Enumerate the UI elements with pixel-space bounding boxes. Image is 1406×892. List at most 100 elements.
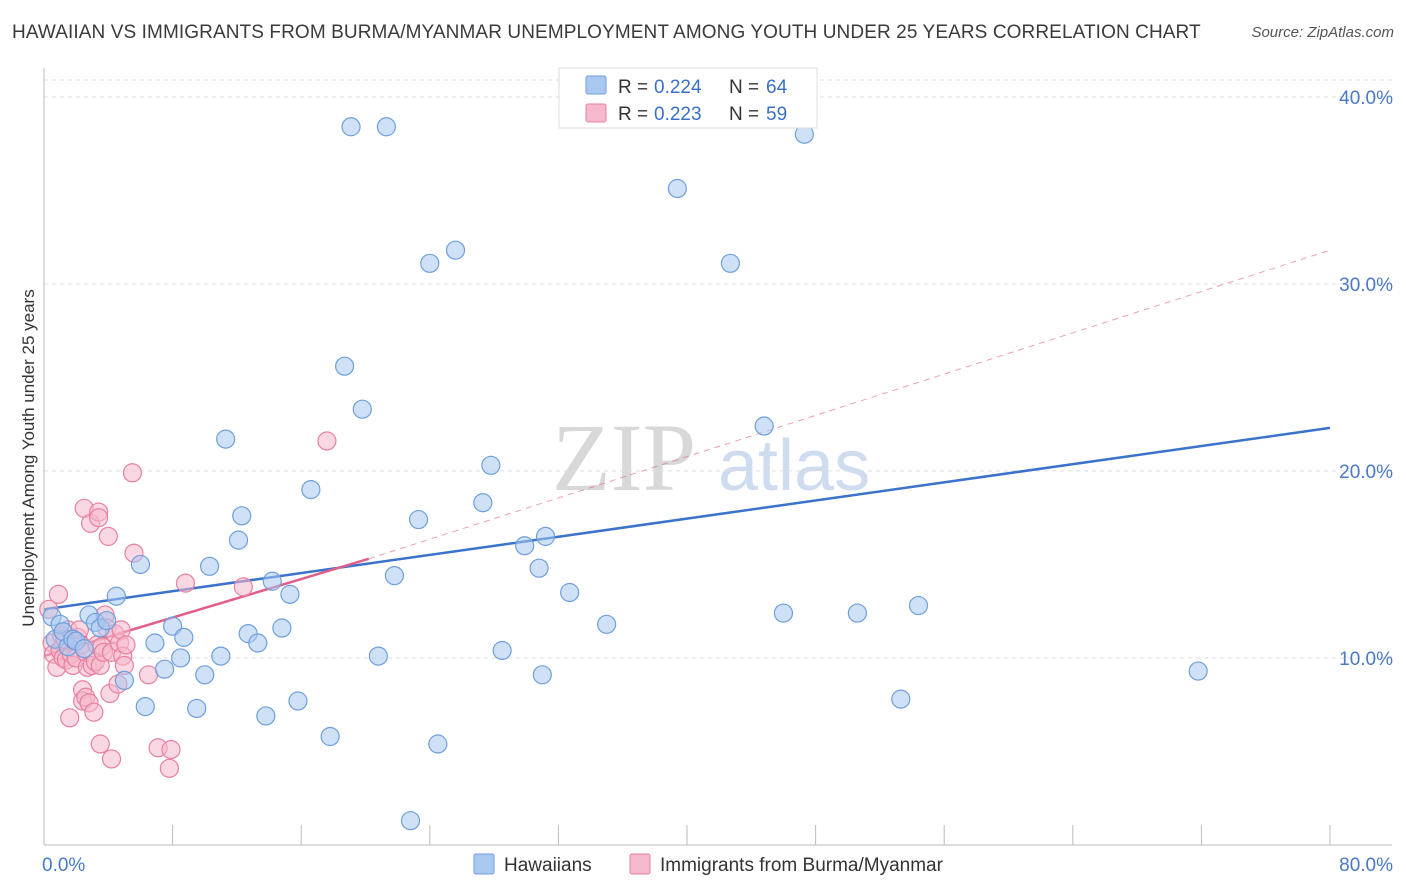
hawaiian-point-31 — [262, 571, 282, 591]
hawaiian-point-55 — [560, 582, 580, 603]
hawaiian-point-52 — [529, 558, 549, 578]
chart-title: HAWAIIAN VS IMMIGRANTS FROM BURMA/MYANMA… — [12, 22, 1201, 43]
hawaiian-point-29 — [248, 633, 268, 653]
trend-line-2 — [368, 249, 1331, 560]
hawaiian-point-34 — [288, 691, 308, 711]
hawaiian-point-27 — [232, 506, 252, 526]
hawaiian-point-14 — [130, 554, 151, 575]
chart-source: Source: ZipAtlas.com — [1251, 24, 1394, 41]
y-tick-label-2: 30.0% — [1339, 275, 1393, 296]
hawaiian-point-19 — [171, 648, 191, 668]
hawaiian-point-59 — [754, 416, 774, 436]
points-layer — [39, 117, 1208, 831]
hawaiian-point-25 — [216, 429, 236, 449]
watermark-zip: ZIP — [552, 404, 696, 511]
x-tick-label-0: 0.0% — [42, 855, 85, 876]
hawaiian-point-13 — [114, 670, 134, 691]
hawaiian-point-11 — [97, 610, 117, 631]
trend-line-0 — [43, 426, 1331, 611]
hawaiian-point-37 — [335, 356, 355, 376]
hawaiian-point-7 — [74, 639, 94, 659]
hawaiian-point-15 — [135, 696, 155, 717]
hawaiian-point-57 — [667, 178, 687, 199]
hawaiian-point-20 — [174, 627, 194, 647]
hawaiian-point-39 — [352, 399, 372, 419]
watermark-atlas: atlas — [718, 426, 870, 506]
burma-point-49 — [122, 463, 143, 483]
burma-point-41 — [101, 749, 122, 769]
burma-point-48 — [116, 635, 136, 655]
legend-n-value-hawaiians: 64 — [766, 77, 788, 98]
hawaiian-point-12 — [106, 586, 126, 606]
y-tick-label-1: 20.0% — [1339, 462, 1393, 483]
hawaiian-point-54 — [535, 526, 556, 546]
legend-swatch-hawaiians-bottom — [473, 853, 495, 875]
legend-swatch-burma-bottom — [629, 853, 651, 875]
legend-r-label-burma: R = — [618, 104, 648, 125]
hawaiian-point-58 — [720, 253, 741, 273]
legend-swatch-hawaiians — [585, 75, 607, 95]
burma-point-55 — [175, 573, 196, 593]
hawaiian-point-36 — [320, 726, 340, 747]
hawaiian-point-30 — [256, 706, 276, 726]
hawaiian-point-21 — [187, 698, 207, 719]
burma-point-27 — [84, 702, 104, 722]
legend-n-label-burma: N = — [729, 104, 759, 125]
hawaiian-point-48 — [473, 493, 493, 513]
hawaiian-point-63 — [891, 689, 911, 709]
hawaiian-point-26 — [228, 530, 249, 550]
hawaiian-point-23 — [199, 556, 220, 576]
legend-swatch-burma — [585, 103, 607, 123]
y-axis-label: Unemployment Among Youth under 25 years — [19, 289, 38, 626]
hawaiian-point-40 — [368, 646, 388, 666]
burma-point-10 — [60, 708, 80, 728]
hawaiian-point-50 — [492, 640, 512, 661]
legend-label-hawaiians: Hawaiians — [504, 855, 592, 876]
y-tick-label-3: 40.0% — [1339, 88, 1393, 109]
hawaiian-point-45 — [420, 253, 440, 273]
hawaiian-point-24 — [211, 646, 231, 666]
hawaiian-point-41 — [376, 117, 396, 137]
hawaiian-point-16 — [145, 633, 165, 653]
burma-point-31 — [89, 508, 109, 528]
burma-point-38 — [98, 526, 118, 546]
y-tick-label-0: 10.0% — [1339, 649, 1393, 670]
burma-point-53 — [159, 758, 179, 778]
hawaiian-point-56 — [597, 614, 617, 634]
hawaiian-point-51 — [515, 536, 535, 556]
hawaiian-point-35 — [301, 480, 321, 500]
legend-label-burma: Immigrants from Burma/Myanmar — [660, 855, 944, 876]
grid-layer — [44, 79, 1392, 659]
hawaiian-point-22 — [195, 665, 215, 685]
hawaiian-point-32 — [272, 618, 292, 638]
hawaiian-point-17 — [154, 659, 175, 679]
axis-layer: 10.0% 20.0% 30.0% 40.0% 0.0% 80.0% — [42, 68, 1393, 876]
hawaiian-point-33 — [280, 584, 300, 604]
hawaiian-point-62 — [847, 603, 867, 623]
burma-point-33 — [90, 734, 110, 754]
legend-r-label-hawaiians: R = — [618, 77, 648, 98]
legend-r-value-burma: 0.223 — [654, 104, 702, 125]
burma-point-4 — [48, 584, 69, 604]
stats-legend: R = 0.224 N = 64 R = 0.223 N = 59 — [558, 67, 818, 129]
x-tick-label-1: 80.0% — [1339, 855, 1393, 876]
legend-n-label-hawaiians: N = — [729, 77, 759, 98]
hawaiian-point-53 — [532, 665, 552, 685]
burma-point-57 — [317, 431, 337, 451]
hawaiian-point-44 — [408, 509, 429, 530]
hawaiian-point-43 — [400, 811, 421, 831]
legend-n-value-burma: 59 — [766, 104, 787, 125]
hawaiian-point-60 — [773, 603, 794, 623]
legend-r-value-hawaiians: 0.224 — [654, 77, 702, 98]
hawaiian-point-38 — [341, 117, 361, 137]
burma-point-51 — [138, 665, 159, 685]
series-legend: Hawaiians Immigrants from Burma/Myanmar — [473, 853, 944, 876]
hawaiian-point-65 — [1188, 661, 1208, 681]
hawaiian-point-49 — [481, 455, 501, 475]
burma-point-56 — [233, 577, 253, 597]
hawaiian-point-47 — [445, 240, 466, 260]
hawaiian-point-64 — [908, 595, 929, 616]
burma-point-54 — [161, 740, 181, 760]
hawaiian-point-42 — [384, 566, 405, 586]
